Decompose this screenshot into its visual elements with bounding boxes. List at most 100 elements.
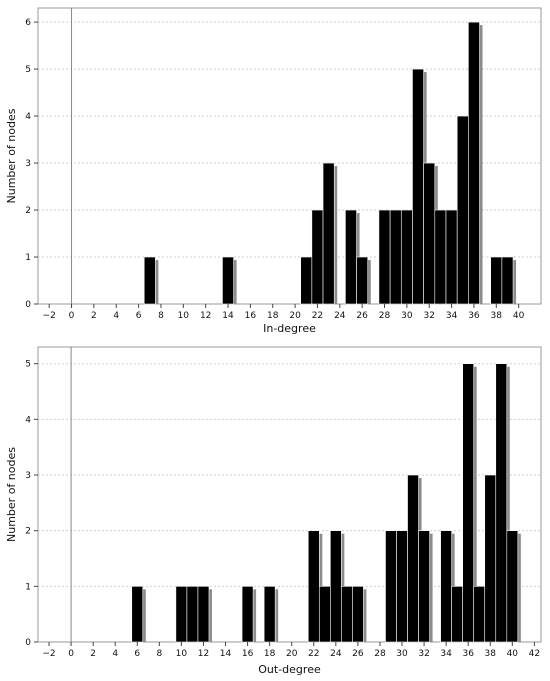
x-tick-label: 42 (529, 649, 540, 659)
bar (468, 21, 480, 305)
bar (186, 586, 199, 643)
bar (501, 256, 514, 305)
bar (341, 586, 353, 643)
y-tick-label: 5 (25, 360, 31, 370)
bar (423, 162, 436, 305)
x-tick-label: 0 (68, 649, 74, 659)
x-tick-label: −2 (43, 311, 56, 321)
bar (222, 256, 234, 305)
bar (418, 530, 430, 643)
bar (318, 586, 331, 643)
x-tick-label: 36 (468, 311, 480, 321)
y-tick-label: 4 (25, 415, 31, 425)
x-tick-label: 6 (134, 649, 140, 659)
x-tick-label: 18 (264, 649, 276, 659)
x-tick-label: 38 (485, 649, 497, 659)
y-tick-label: 0 (25, 638, 31, 648)
bar (495, 363, 508, 643)
x-tick-label: 30 (396, 649, 408, 659)
y-tick-label: 0 (25, 300, 31, 310)
x-tick-label: 28 (379, 311, 391, 321)
x-axis-title: In-degree (263, 322, 316, 335)
bar (389, 209, 402, 305)
x-tick-label: 6 (136, 311, 142, 321)
y-tick-label: 1 (25, 253, 31, 263)
x-tick-label: 16 (245, 311, 257, 321)
bar (385, 530, 397, 643)
x-tick-label: 10 (176, 649, 188, 659)
bar (484, 474, 497, 643)
bar (197, 586, 210, 643)
x-tick-label: 8 (156, 649, 162, 659)
bar (143, 256, 156, 305)
x-tick-label: 4 (113, 311, 119, 321)
x-axis-title: Out-degree (258, 663, 321, 676)
y-tick-label: 2 (25, 206, 31, 216)
x-tick-label: 12 (200, 311, 211, 321)
bar (451, 586, 463, 643)
bar (322, 162, 335, 305)
x-tick-label: 34 (440, 649, 452, 659)
x-tick-label: 2 (90, 649, 96, 659)
x-tick-label: 12 (198, 649, 209, 659)
x-tick-label: 36 (462, 649, 474, 659)
bar (131, 586, 144, 643)
y-tick-label: 5 (25, 65, 31, 75)
x-tick-label: 26 (352, 649, 364, 659)
bar (490, 256, 503, 305)
bar (307, 530, 320, 643)
bar (356, 256, 369, 305)
y-tick-label: 2 (25, 527, 31, 537)
x-tick-label: 24 (334, 311, 346, 321)
x-tick-label: 4 (112, 649, 118, 659)
x-tick-label: 20 (289, 311, 301, 321)
x-tick-label: 22 (308, 649, 319, 659)
x-tick-label: 0 (69, 311, 75, 321)
bar (378, 209, 391, 305)
y-tick-label: 3 (25, 471, 31, 481)
y-tick-label: 6 (25, 18, 31, 28)
x-tick-label: 32 (423, 311, 434, 321)
bar (440, 530, 452, 643)
bar (241, 586, 254, 643)
x-tick-label: 10 (178, 311, 190, 321)
x-tick-label: 22 (312, 311, 323, 321)
bar (412, 68, 424, 305)
bar (330, 530, 342, 643)
x-tick-label: 2 (91, 311, 97, 321)
y-axis-title: Number of nodes (5, 447, 18, 542)
x-tick-label: 26 (356, 311, 368, 321)
bar (175, 586, 188, 643)
bar (473, 586, 486, 643)
bar (263, 586, 276, 643)
x-tick-label: 28 (374, 649, 386, 659)
x-tick-label: 14 (222, 311, 234, 321)
x-tick-label: 30 (401, 311, 413, 321)
in-degree-histogram-panel: −2 0 2 4 6 8 10 12 14 16 18 20 22 24 26 28 30 32 34 36 38 40 0… (0, 0, 550, 337)
x-tick-label: −2 (42, 649, 55, 659)
x-tick-label: 20 (286, 649, 298, 659)
bar (300, 256, 313, 305)
x-tick-label: 34 (446, 311, 458, 321)
bar (445, 209, 458, 305)
bar (396, 530, 408, 643)
y-tick-label: 4 (25, 112, 31, 122)
x-tick-label: 16 (242, 649, 254, 659)
out-degree-histogram: −2 0 2 4 6 8 10 12 14 16 18 20 22 24 26 28 30 32 34 36 38 40 4… (5, 346, 542, 676)
in-degree-histogram: −2 0 2 4 6 8 10 12 14 16 18 20 22 24 26 28 30 32 34 36 38 400… (5, 7, 542, 335)
x-tick-label: 18 (267, 311, 279, 321)
x-tick-label: 32 (418, 649, 429, 659)
bar (345, 209, 357, 305)
x-tick-label: 14 (220, 649, 232, 659)
y-tick-label: 3 (25, 159, 31, 169)
x-tick-label: 8 (158, 311, 164, 321)
x-tick-label: 38 (491, 311, 503, 321)
bar (456, 115, 469, 305)
bar (407, 474, 419, 643)
y-axis-title: Number of nodes (5, 108, 18, 203)
bar (506, 530, 519, 643)
out-degree-histogram-panel: −2 0 2 4 6 8 10 12 14 16 18 20 22 24 26 28 30 32 34 36 38 40 4… (0, 339, 550, 681)
bar (434, 209, 447, 305)
bar (311, 209, 324, 305)
x-tick-label: 40 (513, 311, 525, 321)
